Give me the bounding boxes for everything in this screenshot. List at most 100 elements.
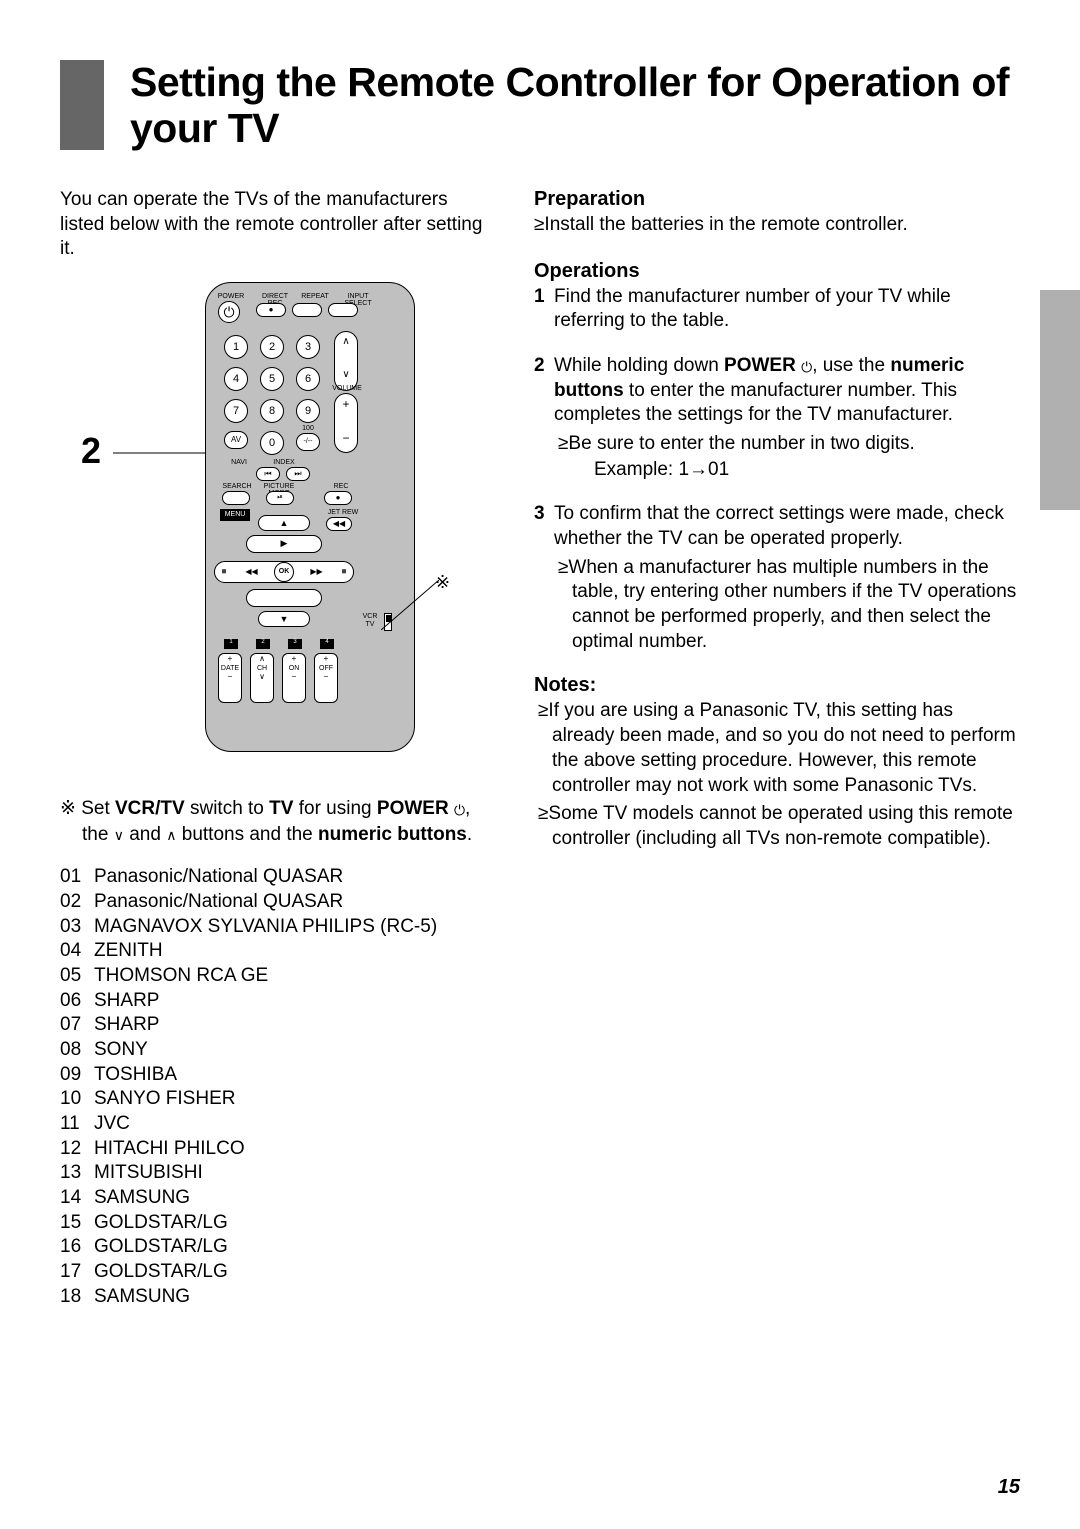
operation-step-1: 1 Find the manufacturer number of your T… (534, 285, 1020, 334)
on-rocker: +ON− (282, 653, 306, 703)
manufacturer-row: 14SAMSUNG (60, 1186, 490, 1211)
manufacturer-row: 16GOLDSTAR/LG (60, 1235, 490, 1260)
two-column-layout: You can operate the TVs of the manufactu… (60, 188, 1020, 1310)
manufacturer-row: 08SONY (60, 1038, 490, 1063)
mfr-name: SAMSUNG (94, 1186, 190, 1211)
directrec-button: ● (256, 303, 286, 317)
power-button: ⏻ (218, 301, 240, 323)
preparation-text: ≥Install the batteries in the remote con… (534, 213, 1020, 238)
label-power: POWER (216, 293, 246, 300)
op2-sub1: ≥Be sure to enter the number in two digi… (554, 432, 1020, 457)
mfr-num: 03 (60, 915, 94, 940)
mfr-name: JVC (94, 1112, 130, 1137)
mfr-num: 09 (60, 1063, 94, 1088)
key-0: 0 (260, 431, 284, 455)
key-8: 8 (260, 399, 284, 423)
manufacturer-row: 06SHARP (60, 989, 490, 1014)
remote-illustration: 2 POWER DIRECT REC REPEAT INPUT SELECT ⏻… (85, 282, 465, 772)
mfr-name: TOSHIBA (94, 1063, 177, 1088)
playpause-button: ⏯ (266, 491, 294, 505)
manufacturer-row: 03MAGNAVOX SYLVANIA PHILIPS (RC-5) (60, 915, 490, 940)
operation-step-2: 2 While holding down POWER ⏻, use the nu… (534, 354, 1020, 482)
remote-body: POWER DIRECT REC REPEAT INPUT SELECT ⏻ ●… (205, 282, 415, 752)
label-navi: NAVI (224, 459, 254, 466)
mfr-num: 05 (60, 964, 94, 989)
label-volume: VOLUME (330, 385, 364, 392)
date-rocker: +DATE− (218, 653, 242, 703)
section-tab (1040, 290, 1080, 510)
preset-3: 3 (288, 639, 302, 649)
key-5: 5 (260, 367, 284, 391)
mfr-num: 01 (60, 865, 94, 890)
label-100: 100 (296, 425, 320, 432)
label-menu: MENU (220, 509, 250, 521)
inputsel-button (328, 303, 358, 317)
mfr-num: 02 (60, 890, 94, 915)
key-9: 9 (296, 399, 320, 423)
manufacturer-row: 12HITACHI PHILCO (60, 1137, 490, 1162)
mfr-num: 17 (60, 1260, 94, 1285)
mfr-num: 07 (60, 1013, 94, 1038)
mfr-num: 10 (60, 1087, 94, 1112)
manufacturer-row: 10SANYO FISHER (60, 1087, 490, 1112)
mfr-name: GOLDSTAR/LG (94, 1211, 228, 1236)
nav-blank (246, 589, 322, 607)
manufacturer-row: 02Panasonic/National QUASAR (60, 890, 490, 915)
repeat-button (292, 303, 322, 317)
operations-heading: Operations (534, 260, 1020, 283)
title-accent-bar (60, 60, 104, 150)
page-title: Setting the Remote Controller for Operat… (130, 60, 1020, 152)
ok-button: OK (274, 562, 294, 582)
nav-play: ▶ (246, 535, 322, 553)
mfr-num: 14 (60, 1186, 94, 1211)
index-prev: ⏮ (256, 467, 280, 481)
ff-icon: ▶▶ (310, 567, 322, 576)
reference-line (381, 580, 439, 630)
jetrew-button: ◀◀ (326, 517, 352, 531)
stop-icon: ◾ (219, 567, 229, 576)
mfr-name: SAMSUNG (94, 1285, 190, 1310)
preset-2: 2 (256, 639, 270, 649)
nav-mid-row: ◾ ◀◀ OK ▶▶ ◾ (214, 561, 354, 583)
volume-rocker: + − (334, 393, 358, 453)
intro-paragraph: You can operate the TVs of the manufactu… (60, 188, 490, 262)
power-icon: ⏻ (454, 802, 465, 818)
manual-page: Setting the Remote Controller for Operat… (0, 0, 1080, 1529)
label-vcr: VCR (356, 613, 384, 620)
preparation-heading: Preparation (534, 188, 1020, 211)
mfr-name: GOLDSTAR/LG (94, 1235, 228, 1260)
manufacturer-row: 07SHARP (60, 1013, 490, 1038)
note-1: ≥If you are using a Panasonic TV, this s… (534, 699, 1020, 798)
callout-number-2: 2 (81, 430, 101, 472)
mfr-name: GOLDSTAR/LG (94, 1260, 228, 1285)
manufacturer-row: 11JVC (60, 1112, 490, 1137)
label-rec: REC (326, 483, 356, 490)
mfr-num: 13 (60, 1161, 94, 1186)
nav-up: ▲ (258, 515, 310, 531)
power-icon: ⏻ (223, 304, 234, 321)
mfr-num: 06 (60, 989, 94, 1014)
mfr-name: Panasonic/National QUASAR (94, 865, 343, 890)
ch-rocker: ∧CH∨ (250, 653, 274, 703)
mfr-name: SHARP (94, 1013, 159, 1038)
ch-down-icon: ∨ (335, 369, 357, 380)
key-3: 3 (296, 335, 320, 359)
mfr-name: THOMSON RCA GE (94, 964, 268, 989)
notes-heading: Notes: (534, 674, 1020, 697)
key-100: -/-- (296, 433, 320, 451)
manufacturer-row: 18SAMSUNG (60, 1285, 490, 1310)
preset-4: 4 (320, 639, 334, 649)
manufacturer-row: 04ZENITH (60, 939, 490, 964)
search-button (222, 491, 250, 505)
key-av: AV (224, 431, 248, 449)
note-2: ≥Some TV models cannot be operated using… (534, 802, 1020, 851)
op3-sub1: ≥When a manufacturer has multiple number… (554, 556, 1020, 655)
preset-1: 1 (224, 639, 238, 649)
label-jetrew: JET REW (326, 509, 360, 516)
key-7: 7 (224, 399, 248, 423)
key-1: 1 (224, 335, 248, 359)
mfr-num: 04 (60, 939, 94, 964)
manufacturer-row: 01Panasonic/National QUASAR (60, 865, 490, 890)
nav-down: ▼ (258, 611, 310, 627)
vol-down-icon: − (335, 431, 357, 445)
